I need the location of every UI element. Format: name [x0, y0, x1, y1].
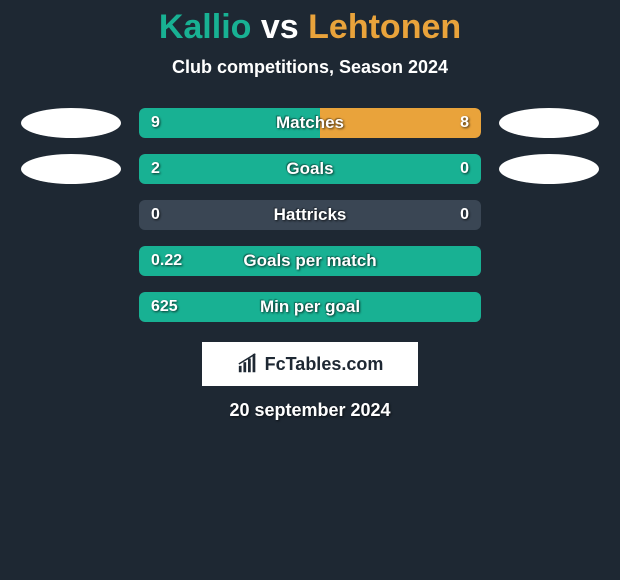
- brand-chart-icon: [237, 353, 259, 375]
- stat-bar-right-fill: [320, 108, 481, 138]
- player1-marker-oval: [21, 154, 121, 184]
- player1-marker-oval: [21, 108, 121, 138]
- stat-row: Goals20: [0, 154, 620, 184]
- comparison-widget: Kallio vs Lehtonen Club competitions, Se…: [0, 0, 620, 421]
- stat-bar-left-fill: [139, 292, 481, 322]
- brand-badge: FcTables.com: [202, 342, 418, 386]
- title-vs: vs: [261, 8, 299, 46]
- stat-bar-left-fill: [139, 108, 320, 138]
- stat-bar: Goals20: [139, 154, 481, 184]
- player2-marker-oval: [499, 108, 599, 138]
- date-label: 20 september 2024: [0, 400, 620, 421]
- stat-value-left: 0: [151, 200, 160, 230]
- subtitle: Club competitions, Season 2024: [0, 57, 620, 78]
- stat-label: Hattricks: [139, 200, 481, 230]
- stat-bar-left-fill: [139, 154, 481, 184]
- stat-value-right: 0: [460, 200, 469, 230]
- stat-bar: Matches98: [139, 108, 481, 138]
- stat-bar: Min per goal625: [139, 292, 481, 322]
- brand-text: FcTables.com: [265, 354, 384, 375]
- title-player1: Kallio: [159, 8, 252, 46]
- stat-row: Goals per match0.22: [0, 246, 620, 276]
- stat-rows: Matches98 Goals20 Hattricks0 0 Goals per mat…: [0, 108, 620, 322]
- stat-row: Hattricks0 0: [0, 200, 620, 230]
- stat-row: Matches98: [0, 108, 620, 138]
- title-player2: Lehtonen: [308, 8, 461, 46]
- player2-marker-oval: [499, 154, 599, 184]
- stat-bar-left-fill: [139, 246, 481, 276]
- page-title: Kallio vs Lehtonen: [0, 8, 620, 47]
- stat-row: Min per goal625: [0, 292, 620, 322]
- stat-bar: Hattricks0 0: [139, 200, 481, 230]
- stat-bar: Goals per match0.22: [139, 246, 481, 276]
